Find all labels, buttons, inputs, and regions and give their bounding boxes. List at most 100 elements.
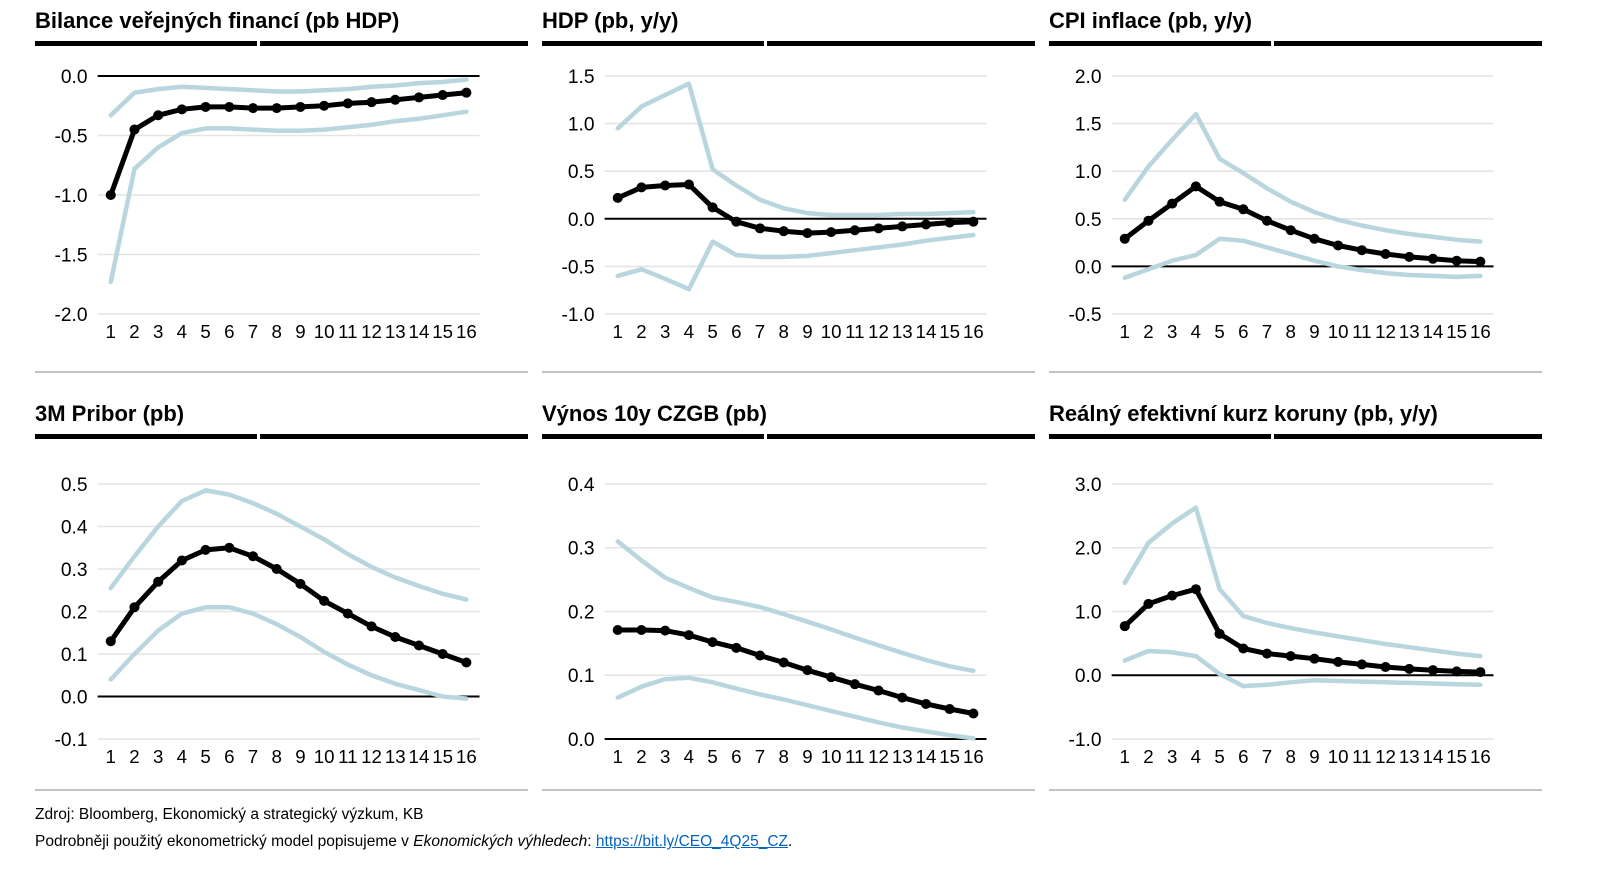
x-tick-label: 13	[1399, 746, 1420, 767]
x-tick-label: 14	[916, 321, 937, 342]
data-point-marker	[1380, 249, 1391, 260]
data-point-marker	[342, 608, 353, 619]
data-point-marker	[1309, 233, 1320, 244]
x-tick-label: 6	[224, 321, 234, 342]
x-tick-label: 16	[456, 321, 477, 342]
x-tick-label: 9	[1309, 321, 1319, 342]
data-point-marker	[778, 226, 789, 237]
data-point-marker	[319, 100, 330, 111]
upper_band-line	[615, 539, 976, 674]
y-tick-label: 0.2	[568, 603, 595, 624]
data-point-marker	[920, 219, 932, 230]
x-tick-label: 10	[314, 746, 335, 767]
chart-title-bilance: Bilance veřejných financí (pb HDP)	[35, 8, 400, 33]
title-rule	[35, 41, 528, 46]
x-tick-label: 15	[1446, 746, 1467, 767]
data-point-marker	[224, 542, 235, 553]
data-point-marker	[849, 225, 860, 236]
data-point-marker	[437, 90, 448, 101]
y-tick-label: 0.5	[568, 162, 595, 183]
upper_band-line	[108, 77, 469, 118]
data-point-marker	[897, 221, 908, 232]
x-tick-label: 6	[731, 321, 741, 342]
x-tick-label: 15	[1446, 321, 1467, 342]
y-tick-label: 0.0	[568, 210, 595, 231]
data-point-marker	[731, 642, 742, 653]
x-tick-label: 5	[1214, 321, 1224, 342]
upper_band-line	[1122, 505, 1483, 659]
source-line: Zdroj: Bloomberg, Ekonomický a strategic…	[35, 806, 424, 823]
data-point-marker	[413, 92, 425, 103]
x-tick-label: 3	[153, 746, 163, 767]
x-tick-label: 1	[106, 321, 116, 342]
x-tick-label: 5	[200, 746, 210, 767]
x-tick-label: 14	[916, 746, 937, 767]
y-tick-label: 0.1	[568, 666, 595, 687]
y-tick-label: 0.4	[61, 518, 88, 539]
note-separator: :	[587, 833, 596, 851]
x-tick-label: 1	[106, 746, 116, 767]
data-point-marker	[1190, 181, 1201, 192]
data-point-marker	[129, 602, 140, 613]
data-point-marker	[1404, 663, 1415, 674]
x-tick-label: 13	[892, 746, 913, 767]
title-rule	[1049, 41, 1542, 46]
data-point-marker	[660, 625, 671, 636]
data-point-marker	[849, 679, 860, 690]
x-tick-label: 10	[314, 321, 335, 342]
y-tick-label: -0.5	[54, 127, 87, 148]
data-point-marker	[707, 637, 718, 648]
data-point-marker	[1309, 653, 1320, 664]
x-tick-label: 4	[1191, 321, 1201, 342]
x-tick-label: 7	[755, 321, 765, 342]
model-link[interactable]: https://bit.ly/CEO_4Q25_CZ	[595, 833, 788, 851]
chart-title-czgb: Výnos 10y CZGB (pb)	[542, 401, 767, 426]
y-tick-label: 0.0	[61, 688, 88, 709]
data-point-marker	[200, 544, 211, 555]
x-tick-label: 7	[248, 321, 258, 342]
y-tick-label: 0.3	[568, 539, 595, 560]
y-tick-label: -1.0	[1068, 730, 1101, 751]
x-tick-label: 7	[1262, 746, 1272, 767]
y-tick-label: 0.0	[568, 730, 595, 751]
x-tick-label: 3	[660, 321, 670, 342]
x-tick-label: 2	[636, 321, 646, 342]
x-tick-label: 5	[200, 321, 210, 342]
y-tick-label: 3.0	[1075, 475, 1102, 496]
y-tick-label: 1.0	[1075, 603, 1102, 624]
data-point-marker	[1333, 656, 1344, 667]
data-point-marker	[1427, 665, 1439, 676]
data-point-marker	[1214, 196, 1225, 207]
x-tick-label: 3	[1167, 746, 1177, 767]
line-chart-pribor: 0.50.40.30.20.10.0-0.11 2 3 4 5 6 7 8 9 10 11 12 13 1…	[54, 475, 480, 767]
note-italic: Ekonomických výhledech	[413, 833, 588, 851]
x-tick-label: 1	[1120, 321, 1130, 342]
data-point-marker	[754, 650, 766, 661]
y-tick-label: 0.2	[61, 603, 88, 624]
data-point-marker	[660, 180, 671, 191]
data-point-marker	[366, 621, 377, 632]
upper_band-line	[108, 488, 469, 602]
line-chart-cpi: 2.01.51.00.50.0-0.51 2 3 4 5 6 7 8 9 10 11 12 13 14 15…	[1068, 67, 1494, 342]
y-tick-label: 0.5	[61, 475, 88, 496]
y-tick-label: -1.0	[54, 186, 87, 207]
y-tick-label: 0.1	[61, 645, 88, 666]
data-point-marker	[636, 182, 647, 193]
data-point-marker	[1427, 253, 1439, 264]
x-tick-label: 14	[1423, 321, 1444, 342]
data-point-marker	[1167, 590, 1178, 601]
x-tick-label: 16	[1470, 746, 1491, 767]
y-tick-label: 2.0	[1075, 539, 1102, 560]
line-chart-bilance: 0.0-0.5-1.0-1.5-2.01 2 3 4 5 6 7 8 9 10 11 12 13 14 15…	[54, 67, 480, 342]
x-tick-label: 9	[295, 746, 305, 767]
data-point-marker	[390, 94, 401, 105]
mean-line	[108, 90, 469, 198]
y-tick-label: -2.0	[54, 305, 87, 326]
y-tick-label: -1.5	[54, 246, 87, 267]
data-point-marker	[413, 640, 425, 651]
chart-panel-hdp: HDP (pb, y/y) 1.5 1.0 0.5 0.0 -0.5 -1.0 1 2 3 4 5 6…	[542, 6, 1035, 373]
x-tick-label: 8	[1286, 321, 1296, 342]
y-tick-label: -0.5	[561, 257, 594, 278]
x-tick-label: 11	[338, 321, 357, 342]
data-point-marker	[1451, 255, 1462, 266]
